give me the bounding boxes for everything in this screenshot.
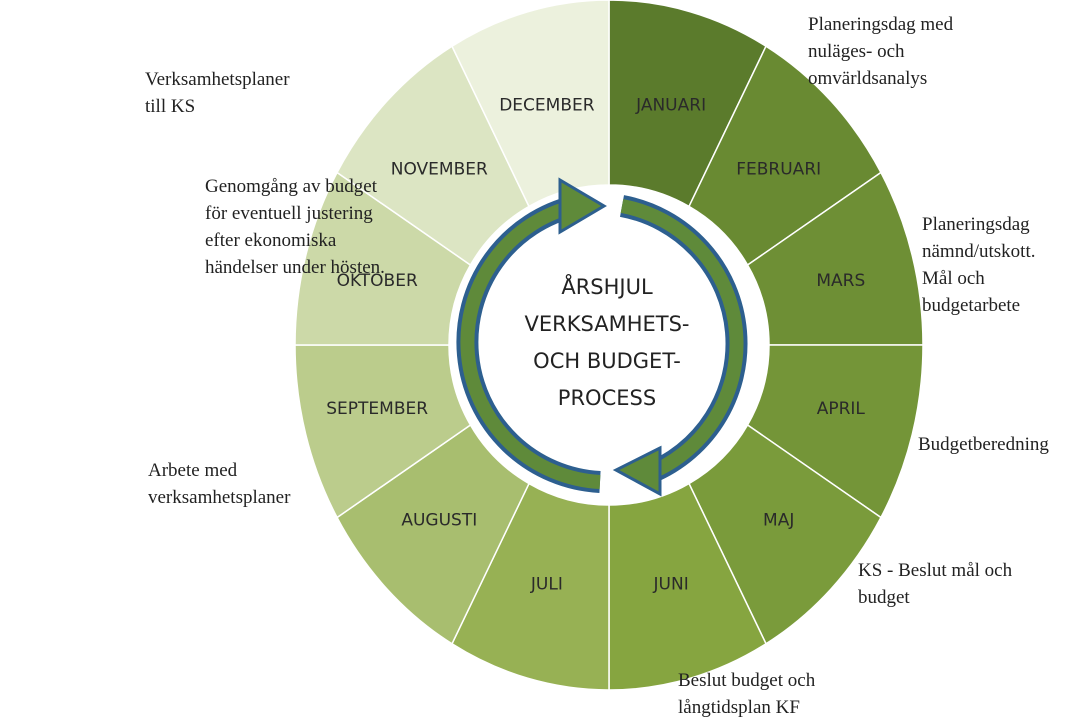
- center-line: PROCESS: [558, 386, 656, 410]
- month-label: JUNI: [653, 575, 689, 595]
- annotation-line: Mål och: [922, 268, 985, 289]
- month-label: JULI: [530, 575, 563, 595]
- annotation-line: budgetarbete: [922, 295, 1020, 316]
- month-label: FEBRUARI: [736, 160, 821, 180]
- annotation-line: verksamhetsplaner: [148, 487, 291, 508]
- annotation-line: för eventuell justering: [205, 203, 373, 224]
- wheel: JANUARI FEBRUARI MARS APRIL MAJ JUNI JULI AUGUS…: [294, 0, 924, 691]
- annotation-line: långtidsplan KF: [678, 697, 800, 718]
- month-label: SEPTEMBER: [326, 399, 428, 419]
- month-label: DECEMBER: [499, 95, 595, 115]
- cycle-arrows: [456, 177, 748, 497]
- month-label: OKTOBER: [337, 271, 418, 291]
- annotation-line: nuläges- och: [808, 41, 905, 62]
- month-label: MARS: [816, 271, 865, 291]
- month-label: JANUARI: [635, 95, 706, 115]
- annotation-line: händelser under hösten.: [205, 257, 385, 278]
- annotation-line: Genomgång av budget: [205, 176, 378, 197]
- month-label: APRIL: [817, 399, 866, 419]
- annotations: Planeringsdag med nuläges- och omvärldsana…: [145, 14, 1049, 718]
- month-label: NOVEMBER: [391, 160, 488, 180]
- annotation-line: Planeringsdag: [922, 214, 1030, 235]
- month-label: MAJ: [763, 510, 794, 530]
- annotation-line: Budgetberedning: [918, 434, 1049, 455]
- annotation-line: Verksamhetsplaner: [145, 69, 290, 90]
- annotation-line: KS - Beslut mål och: [858, 560, 1013, 581]
- annotation-line: till KS: [145, 96, 195, 117]
- center-line: ÅRSHJUL: [561, 273, 653, 299]
- annotation-line: Arbete med: [148, 460, 238, 481]
- annotation-line: nämnd/utskott.: [922, 241, 1035, 262]
- annotation-line: efter ekonomiska: [205, 230, 337, 251]
- center-title: ÅRSHJUL VERKSAMHETS- OCH BUDGET- PROCESS: [525, 273, 690, 410]
- annotation-line: omvärldsanalys: [808, 68, 927, 89]
- annotation-line: Beslut budget och: [678, 670, 816, 691]
- center-hole: [449, 185, 769, 505]
- center-line: OCH BUDGET-: [533, 349, 681, 373]
- month-label: AUGUSTI: [401, 510, 477, 530]
- center-line: VERKSAMHETS-: [525, 312, 690, 336]
- annotation-line: budget: [858, 587, 910, 608]
- annotation-line: Planeringsdag med: [808, 14, 954, 35]
